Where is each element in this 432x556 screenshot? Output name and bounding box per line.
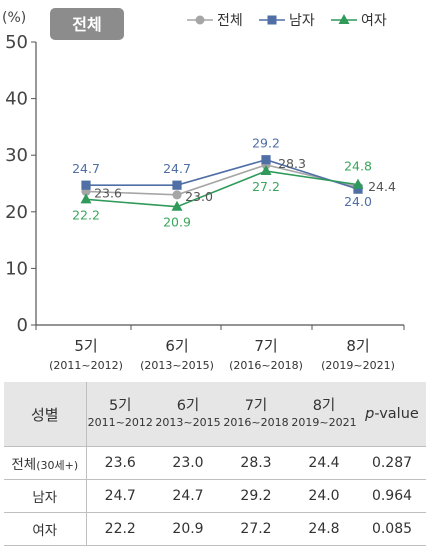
- table-cell: 22.2: [86, 512, 154, 546]
- table-header-row: 성별 5기 2011~2012 6기 2013~2015 7기 2016~2018 8…: [4, 382, 426, 447]
- y-unit-label: (%): [2, 10, 26, 26]
- data-point: [172, 180, 182, 190]
- chart-title-background: [50, 8, 124, 40]
- data-table: 성별 5기 2011~2012 6기 2013~2015 7기 2016~2018 8…: [4, 382, 426, 546]
- data-point: [352, 178, 364, 189]
- legend-label: 여자: [361, 13, 387, 29]
- data-label: 24.8: [344, 159, 372, 174]
- series-markers: [80, 155, 364, 211]
- data-point: [261, 155, 271, 165]
- table-cell: 24.0: [290, 479, 358, 513]
- data-point: [80, 193, 92, 204]
- data-point: [171, 200, 183, 211]
- legend-marker: [267, 15, 277, 25]
- data-labels: 23.6 23.0 28.3 24.4 24.7 24.7 29.2 24.0 22.2 20.9…: [72, 136, 396, 230]
- y-tick-label: 30: [5, 145, 28, 166]
- data-label: 20.9: [163, 215, 191, 230]
- pvalue-cell: 0.085: [358, 512, 426, 546]
- table-cell: 24.7: [154, 479, 222, 513]
- series-line: [85, 163, 359, 196]
- y-tick-label: 0: [17, 315, 28, 336]
- chart-title-badge: 전체: [50, 8, 124, 40]
- series-lines: [85, 158, 359, 208]
- data-label: 28.3: [278, 156, 306, 171]
- pvalue-cell: 0.964: [358, 479, 426, 513]
- row-label: 여자: [4, 512, 87, 546]
- series-line: [85, 170, 359, 208]
- x-period-label: (2016~2018): [229, 359, 303, 372]
- chart-axes: [35, 42, 405, 330]
- data-label: 24.4: [368, 179, 396, 194]
- chart-title: 전체: [72, 15, 101, 34]
- table-cell: 23.0: [154, 446, 222, 480]
- data-label: 24.0: [344, 194, 372, 209]
- data-label: 24.7: [72, 161, 100, 176]
- data-label: 23.0: [185, 189, 213, 204]
- legend-label: 남자: [289, 13, 315, 29]
- x-category-label: 5기: [74, 337, 97, 355]
- pvalue-cell: 0.287: [358, 446, 426, 480]
- x-period-label: (2013~2015): [140, 359, 214, 372]
- y-tick-label: 50: [5, 32, 28, 53]
- x-period-label: (2011~2012): [49, 359, 123, 372]
- x-period-label: (2019~2021): [321, 359, 395, 372]
- x-category-label: 8기: [346, 337, 369, 355]
- data-point: [81, 180, 91, 190]
- table-header-period: 7기 2016~2018: [222, 382, 290, 447]
- x-category-label: 6기: [165, 337, 188, 355]
- table-row: 여자 22.2 20.9 27.2 24.8 0.085: [4, 512, 426, 546]
- table-cell: 29.2: [222, 479, 290, 513]
- table-header-group: 성별: [4, 382, 87, 447]
- table-cell: 24.7: [86, 479, 154, 513]
- series-line: [86, 158, 359, 190]
- data-point: [353, 184, 363, 194]
- data-label: 24.7: [163, 161, 191, 176]
- table-cell: 24.4: [290, 446, 358, 480]
- data-point: [260, 165, 272, 176]
- y-axis-ticks: 0 10 20 30 40 50 (%): [2, 10, 36, 336]
- table-header-pvalue: p-value: [358, 382, 426, 447]
- y-tick-label: 10: [5, 258, 28, 279]
- row-label: 남자: [4, 479, 87, 513]
- table-header-period: 6기 2013~2015: [154, 382, 222, 447]
- table-row: 남자 24.7 24.7 29.2 24.0 0.964: [4, 479, 426, 513]
- table-cell: 27.2: [222, 512, 290, 546]
- table-header-period: 8기 2019~2021: [290, 382, 358, 447]
- table-cell: 24.8: [290, 512, 358, 546]
- chart-legend: 전체 남자 여자: [187, 13, 387, 29]
- y-tick-label: 20: [5, 202, 28, 223]
- x-axis-categories: 5기 (2011~2012) 6기 (2013~2015) 7기 (2016~2018) 8…: [49, 337, 395, 372]
- row-label: 전체(30세+): [4, 446, 87, 480]
- data-label: 23.6: [94, 185, 122, 200]
- table-header-period: 5기 2011~2012: [86, 382, 154, 447]
- data-label: 29.2: [252, 136, 280, 151]
- legend-marker: [195, 15, 205, 25]
- data-label: 27.2: [252, 179, 280, 194]
- line-chart: 0 10 20 30 40 50 (%) 5기 (2011~2012) 6기 (2013~2015…: [2, 8, 405, 372]
- table-cell: 20.9: [154, 512, 222, 546]
- legend-marker: [338, 14, 350, 24]
- x-category-label: 7기: [254, 337, 277, 355]
- data-label: 22.2: [72, 207, 100, 222]
- table-row: 전체(30세+) 23.6 23.0 28.3 24.4 0.287: [4, 446, 426, 480]
- table-cell: 28.3: [222, 446, 290, 480]
- legend-label: 전체: [217, 13, 243, 29]
- data-point: [172, 190, 182, 200]
- table-cell: 23.6: [86, 446, 154, 480]
- y-tick-label: 40: [5, 89, 28, 110]
